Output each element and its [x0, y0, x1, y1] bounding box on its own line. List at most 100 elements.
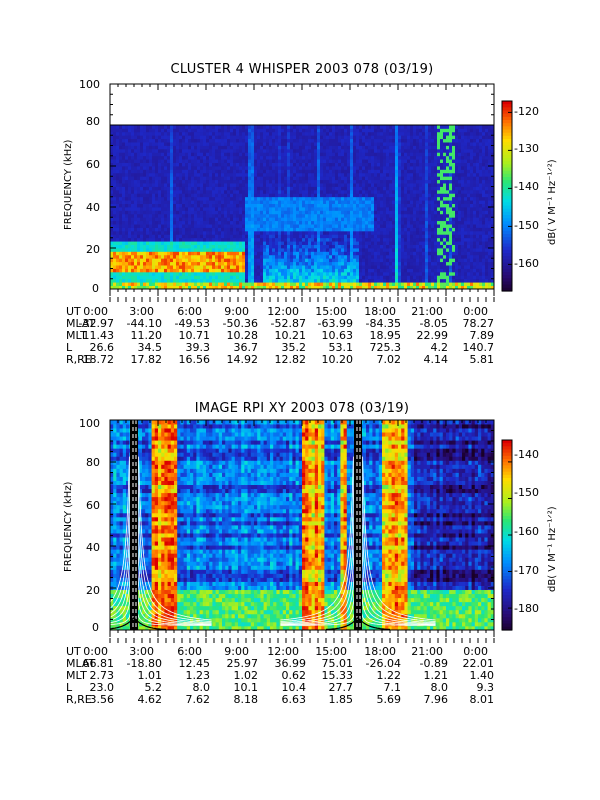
- heatmap-cell: [122, 135, 126, 140]
- heatmap-cell: [401, 131, 405, 136]
- heatmap-cell: [296, 162, 300, 167]
- heatmap-cell: [362, 227, 366, 232]
- heatmap-cell: [155, 148, 159, 153]
- heatmap-cell: [179, 152, 183, 157]
- heatmap-cell: [215, 176, 219, 181]
- heatmap-cell: [155, 268, 159, 273]
- heatmap-cell: [194, 135, 198, 140]
- heatmap-cell: [392, 275, 396, 280]
- heatmap-cell: [122, 183, 126, 187]
- heatmap-cell: [131, 207, 135, 211]
- heatmap-cell: [365, 237, 369, 242]
- heatmap-cell: [392, 193, 396, 198]
- heatmap-cell: [311, 155, 315, 160]
- heatmap-cell: [167, 155, 171, 160]
- heatmap-cell: [221, 193, 225, 198]
- heatmap-cell: [284, 159, 288, 163]
- heatmap-cell: [326, 145, 330, 150]
- heatmap-cell: [272, 248, 276, 252]
- heatmap-cell: [284, 128, 288, 133]
- heatmap-cell: [155, 210, 159, 215]
- heatmap-cell: [116, 203, 120, 208]
- heatmap-cell: [155, 220, 159, 225]
- heatmap-cell: [395, 230, 399, 235]
- heatmap-cell: [278, 138, 282, 143]
- heatmap-cell: [143, 162, 147, 167]
- heatmap-cell: [290, 244, 294, 249]
- heatmap-cell: [221, 148, 225, 153]
- heatmap-cell: [407, 152, 411, 157]
- heatmap-cell: [161, 131, 165, 136]
- heatmap-cell: [170, 131, 174, 136]
- heatmap-cell: [137, 142, 141, 146]
- heatmap-cell: [110, 258, 114, 263]
- heatmap-cell: [218, 159, 222, 163]
- heatmap-cell: [239, 142, 243, 146]
- heatmap-cell: [356, 159, 360, 163]
- heatmap-cell: [290, 254, 294, 259]
- heatmap-cell: [137, 207, 141, 211]
- heatmap-cell: [128, 169, 132, 174]
- heatmap-cell: [329, 166, 333, 170]
- heatmap-cell: [134, 145, 138, 150]
- heatmap-cell: [182, 183, 186, 187]
- heatmap-cell: [323, 285, 327, 290]
- heatmap-cell: [116, 183, 120, 187]
- heatmap-cell: [269, 248, 273, 252]
- heatmap-cell: [398, 285, 402, 290]
- heatmap-cell: [377, 162, 381, 167]
- heatmap-cell: [284, 193, 288, 198]
- heatmap-cell: [395, 131, 399, 136]
- heatmap-cell: [353, 234, 357, 239]
- heatmap-cell: [128, 166, 132, 170]
- heatmap-cell: [158, 258, 162, 263]
- heatmap-cell: [419, 210, 423, 215]
- heatmap-cell: [386, 186, 390, 191]
- heatmap-cell: [194, 271, 198, 276]
- heatmap-cell: [383, 196, 387, 201]
- heatmap-cell: [251, 213, 255, 218]
- heatmap-cell: [221, 200, 225, 204]
- heatmap-cell: [344, 125, 348, 129]
- heatmap-cell: [281, 176, 285, 181]
- heatmap-cell: [254, 241, 258, 245]
- heatmap-cell: [122, 138, 126, 143]
- heatmap-cell: [287, 200, 291, 204]
- heatmap-cell: [191, 213, 195, 218]
- heatmap-cell: [227, 244, 231, 249]
- heatmap-cell: [356, 241, 360, 245]
- heatmap-cell: [236, 166, 240, 170]
- heatmap-cell: [260, 186, 264, 191]
- heatmap-cell: [335, 285, 339, 290]
- heatmap-cell: [200, 265, 204, 269]
- heatmap-cell: [191, 261, 195, 266]
- heatmap-cell: [191, 278, 195, 283]
- heatmap-cell: [203, 248, 207, 252]
- heatmap-cell: [368, 196, 372, 201]
- heatmap-cell: [338, 200, 342, 204]
- heatmap-cell: [248, 285, 252, 290]
- heatmap-cell: [119, 135, 123, 140]
- heatmap-cell: [314, 128, 318, 133]
- heatmap-cell: [320, 148, 324, 153]
- heatmap-cell: [392, 162, 396, 167]
- heatmap-cell: [401, 135, 405, 140]
- heatmap-cell: [140, 196, 144, 201]
- heatmap-cell: [320, 155, 324, 160]
- heatmap-cell: [191, 148, 195, 153]
- heatmap-cell: [134, 254, 138, 259]
- heatmap-cell: [242, 138, 246, 143]
- heatmap-cell: [320, 203, 324, 208]
- heatmap-cell: [278, 230, 282, 235]
- heatmap-cell: [233, 230, 237, 235]
- heatmap-cell: [170, 142, 174, 146]
- heatmap-cell: [368, 220, 372, 225]
- heatmap-cell: [344, 131, 348, 136]
- heatmap-cell: [146, 271, 150, 276]
- heatmap-cell: [149, 159, 153, 163]
- heatmap-cell: [245, 213, 249, 218]
- heatmap-cell: [218, 254, 222, 259]
- heatmap-cell: [401, 230, 405, 235]
- heatmap-cell: [380, 244, 384, 249]
- heatmap-cell: [419, 193, 423, 198]
